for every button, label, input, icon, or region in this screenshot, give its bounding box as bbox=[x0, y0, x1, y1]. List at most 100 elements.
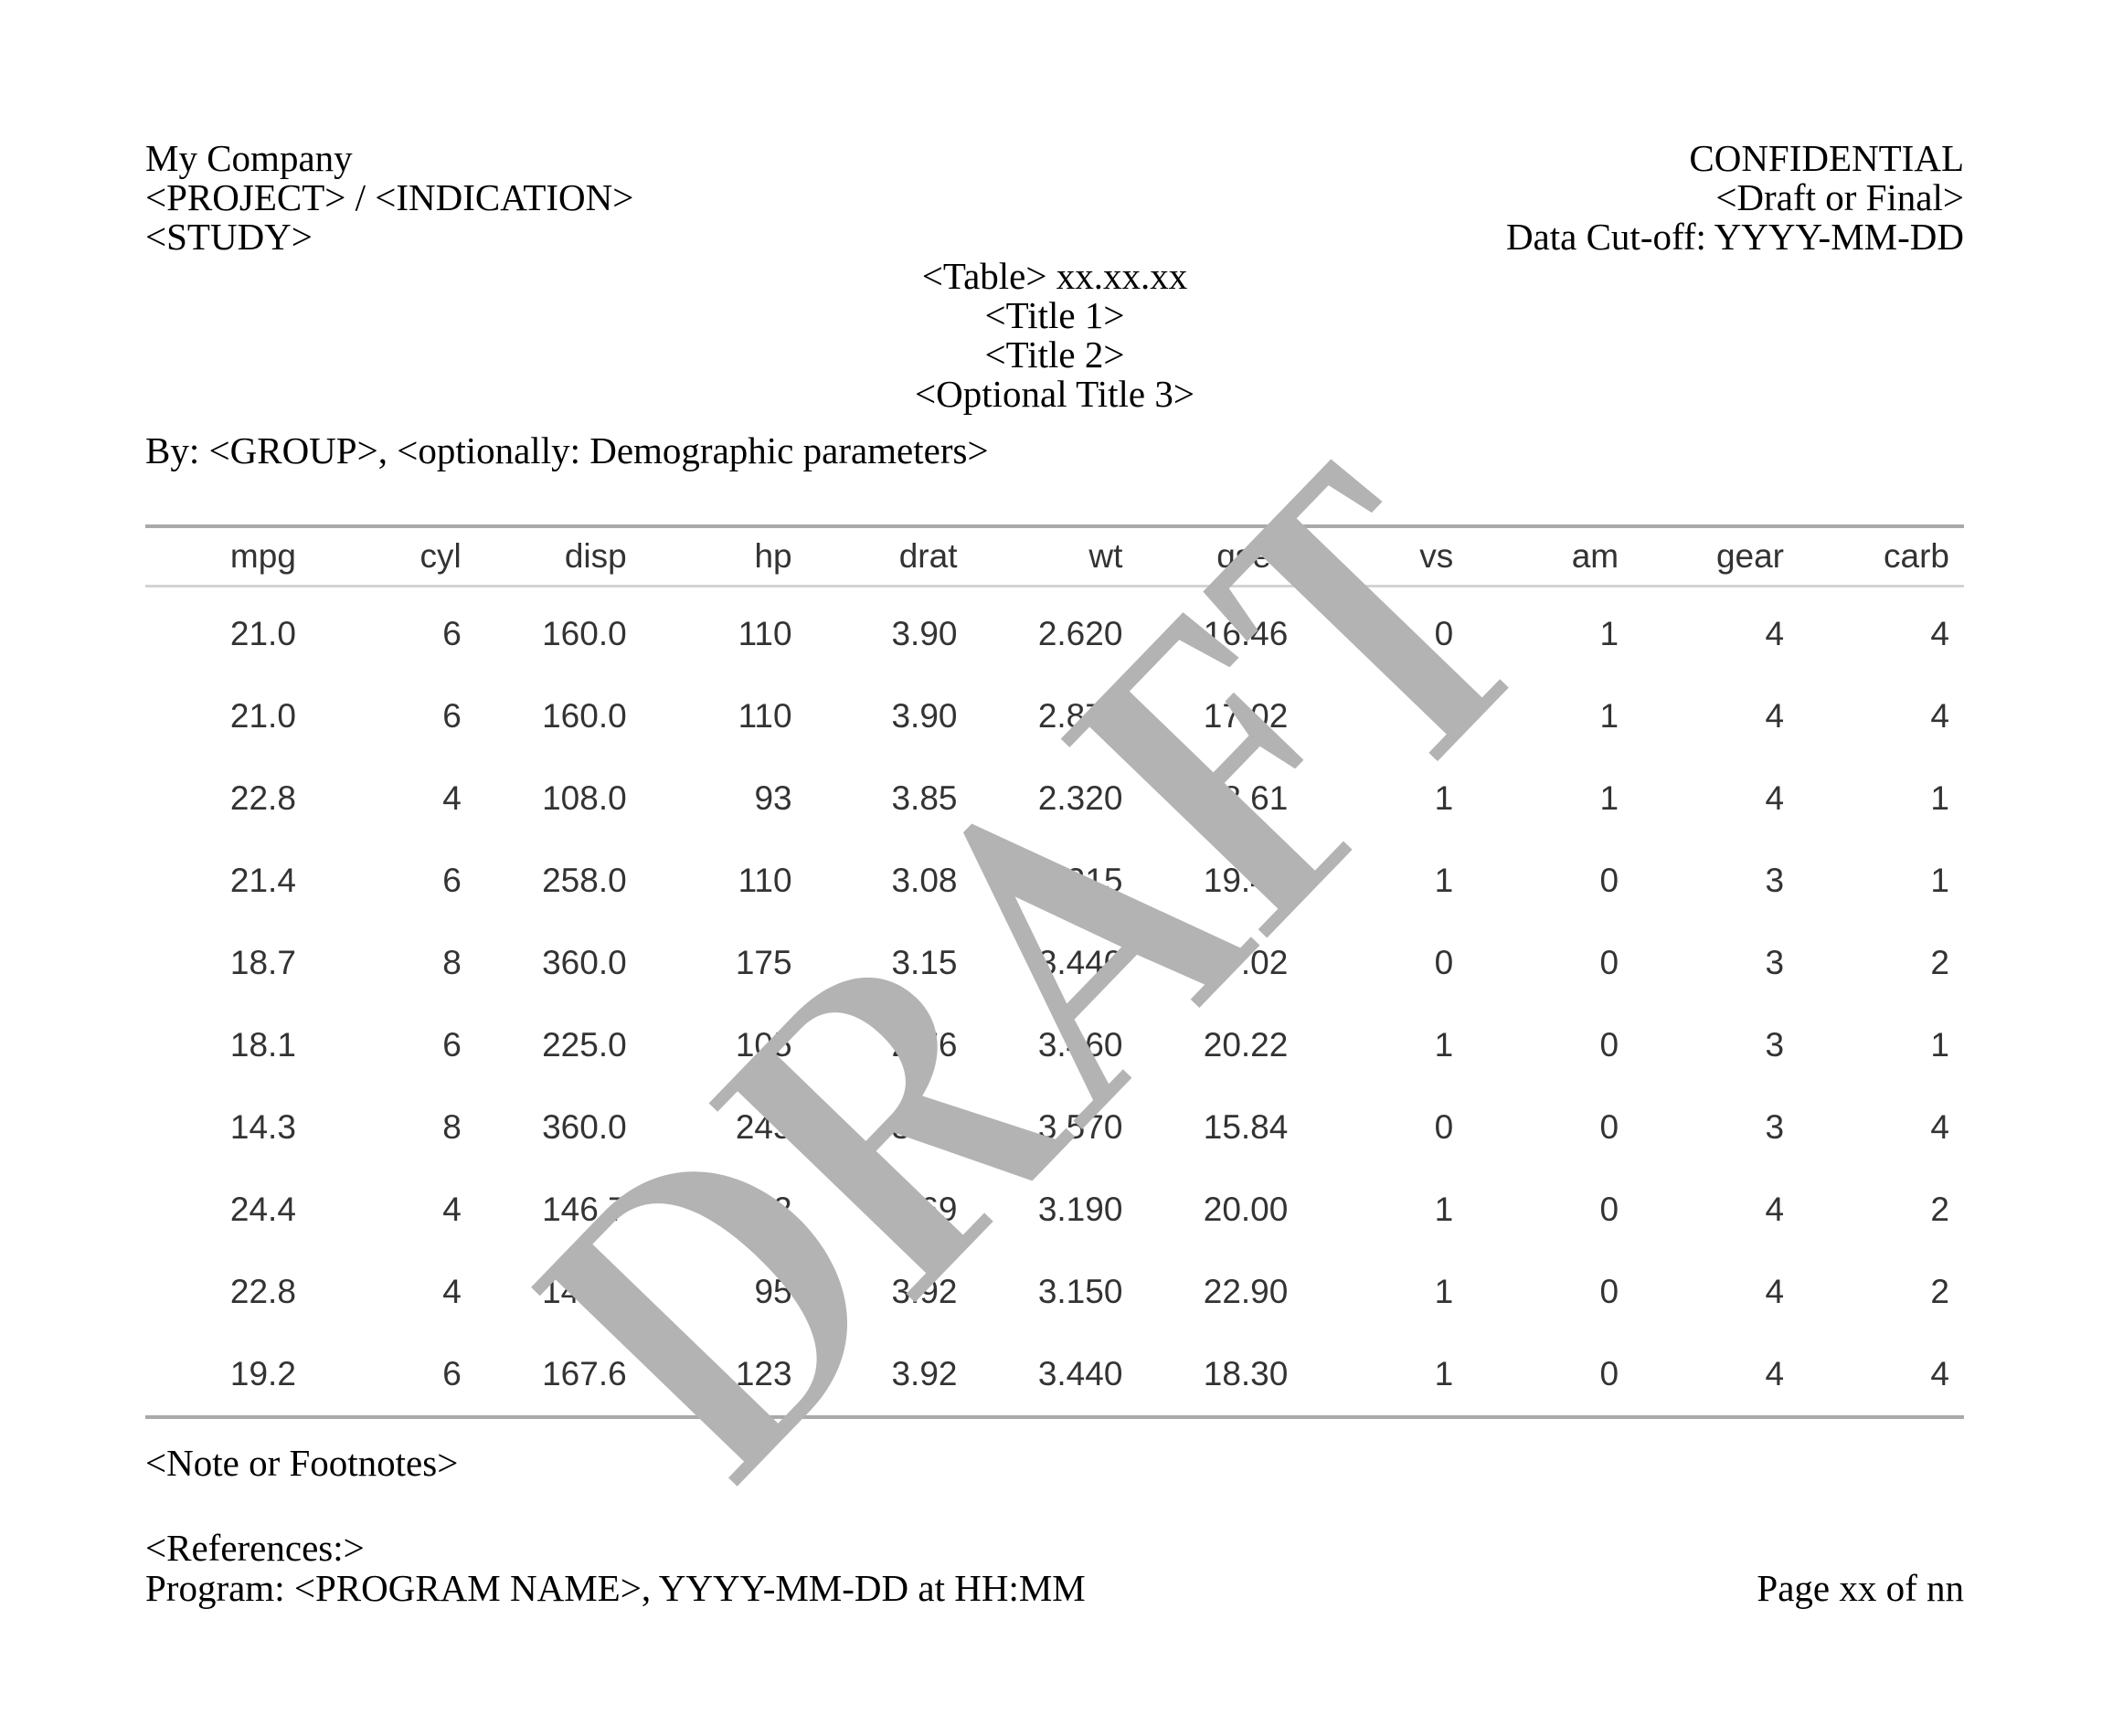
cell-qsec: 15.84 bbox=[1203, 1108, 1289, 1146]
cell-mpg: 18.7 bbox=[229, 944, 296, 981]
cell-cyl: 8 bbox=[442, 1108, 462, 1146]
cell-hp: 123 bbox=[735, 1355, 792, 1392]
program-info: Program: <PROGRAM NAME>, YYYY-MM-DD at H… bbox=[145, 1567, 1086, 1609]
header-left: My Company <PROJECT> / <INDICATION> <STU… bbox=[145, 139, 633, 257]
cell-vs: 0 bbox=[1434, 697, 1454, 735]
data-table: mpg cyl disp hp drat wt qsec vs am gear carb 21.0 6… bbox=[145, 524, 1964, 1419]
table-row: 18.1 6 225.0 105 2.76 3.460 20.22 1 0 3 1 bbox=[145, 1004, 1964, 1086]
cell-carb: 1 bbox=[1930, 862, 1949, 899]
cell-mpg: 24.4 bbox=[229, 1191, 296, 1228]
column-header-drat: drat bbox=[898, 537, 958, 575]
cell-disp: 140.8 bbox=[542, 1273, 627, 1310]
cell-carb: 4 bbox=[1930, 697, 1949, 735]
cell-mpg: 18.1 bbox=[229, 1026, 296, 1064]
cell-drat: 3.92 bbox=[891, 1355, 958, 1392]
cell-am: 1 bbox=[1599, 697, 1619, 735]
cell-gear: 3 bbox=[1765, 1026, 1785, 1064]
draft-status: <Draft or Final> bbox=[1715, 176, 1964, 218]
cell-carb: 2 bbox=[1930, 1273, 1949, 1310]
cell-disp: 360.0 bbox=[542, 1108, 627, 1146]
cell-qsec: 20.22 bbox=[1203, 1026, 1289, 1064]
cell-cyl: 6 bbox=[442, 615, 462, 652]
cell-drat: 3.21 bbox=[891, 1108, 958, 1146]
cell-vs: 1 bbox=[1434, 1273, 1454, 1310]
cell-cyl: 4 bbox=[442, 1273, 462, 1310]
cell-vs: 0 bbox=[1434, 1108, 1454, 1146]
cell-mpg: 14.3 bbox=[229, 1108, 296, 1146]
table-row: 22.8 4 140.8 95 3.92 3.150 22.90 1 0 4 2 bbox=[145, 1251, 1964, 1333]
cell-disp: 160.0 bbox=[542, 615, 627, 652]
cell-wt: 3.440 bbox=[1037, 944, 1123, 981]
cell-vs: 1 bbox=[1434, 862, 1454, 899]
cell-disp: 160.0 bbox=[542, 697, 627, 735]
cell-qsec: 18.61 bbox=[1203, 779, 1289, 817]
column-header-hp: hp bbox=[754, 537, 792, 575]
cell-drat: 3.69 bbox=[891, 1191, 958, 1228]
project-indication: <PROJECT> / <INDICATION> bbox=[145, 176, 634, 218]
cell-hp: 105 bbox=[735, 1026, 792, 1064]
cell-qsec: 16.46 bbox=[1203, 615, 1289, 652]
cell-carb: 2 bbox=[1930, 1191, 1949, 1228]
cell-hp: 110 bbox=[738, 615, 792, 652]
confidentiality: CONFIDENTIAL bbox=[1689, 137, 1964, 179]
cell-mpg: 21.0 bbox=[229, 615, 296, 652]
column-header-wt: wt bbox=[1088, 537, 1123, 575]
table-row: 21.0 6 160.0 110 3.90 2.875 17.02 0 1 4 4 bbox=[145, 675, 1964, 757]
cell-disp: 258.0 bbox=[542, 862, 627, 899]
column-header-am: am bbox=[1571, 537, 1619, 575]
cell-am: 0 bbox=[1599, 1273, 1619, 1310]
data-cutoff: Data Cut-off: YYYY-MM-DD bbox=[1505, 216, 1964, 258]
cell-hp: 62 bbox=[754, 1191, 792, 1228]
page-number: Page xx of nn bbox=[1757, 1567, 1964, 1609]
cell-wt: 3.190 bbox=[1037, 1191, 1123, 1228]
cell-cyl: 6 bbox=[442, 1026, 462, 1064]
table-row: 19.2 6 167.6 123 3.92 3.440 18.30 1 0 4 4 bbox=[145, 1333, 1964, 1417]
cell-am: 0 bbox=[1599, 862, 1619, 899]
cell-qsec: 19.44 bbox=[1203, 862, 1289, 899]
cell-mpg: 21.0 bbox=[229, 697, 296, 735]
cell-mpg: 21.4 bbox=[229, 862, 296, 899]
title-block: <Table> xx.xx.xx <Title 1> <Title 2> <Op… bbox=[768, 257, 1342, 414]
cell-hp: 110 bbox=[738, 862, 792, 899]
column-header-carb: carb bbox=[1884, 537, 1949, 575]
cell-wt: 3.150 bbox=[1037, 1273, 1123, 1310]
cell-vs: 0 bbox=[1434, 944, 1454, 981]
cell-gear: 4 bbox=[1765, 697, 1785, 735]
title-1: <Title 1> bbox=[984, 294, 1125, 336]
cell-am: 0 bbox=[1599, 944, 1619, 981]
cell-gear: 4 bbox=[1765, 615, 1785, 652]
cell-carb: 2 bbox=[1930, 944, 1949, 981]
cell-carb: 4 bbox=[1930, 1355, 1949, 1392]
cell-disp: 225.0 bbox=[542, 1026, 627, 1064]
cell-vs: 1 bbox=[1434, 1026, 1454, 1064]
cell-gear: 4 bbox=[1765, 1191, 1785, 1228]
title-2: <Title 2> bbox=[984, 333, 1125, 376]
cell-wt: 3.215 bbox=[1037, 862, 1123, 899]
cell-drat: 2.76 bbox=[891, 1026, 958, 1064]
cell-carb: 4 bbox=[1930, 615, 1949, 652]
cell-qsec: 17.02 bbox=[1203, 697, 1289, 735]
cell-gear: 4 bbox=[1765, 779, 1785, 817]
cell-vs: 1 bbox=[1434, 779, 1454, 817]
table-row: 24.4 4 146.7 62 3.69 3.190 20.00 1 0 4 2 bbox=[145, 1169, 1964, 1251]
cell-cyl: 6 bbox=[442, 1355, 462, 1392]
cell-drat: 3.90 bbox=[891, 697, 958, 735]
cell-qsec: 17.02 bbox=[1203, 944, 1289, 981]
cell-qsec: 18.30 bbox=[1203, 1355, 1289, 1392]
cell-hp: 95 bbox=[754, 1273, 792, 1310]
table-number: <Table> xx.xx.xx bbox=[921, 255, 1188, 297]
title-3: <Optional Title 3> bbox=[915, 373, 1194, 415]
cell-cyl: 6 bbox=[442, 697, 462, 735]
references: <References:> bbox=[145, 1527, 365, 1569]
table-row: 18.7 8 360.0 175 3.15 3.440 17.02 0 0 3 2 bbox=[145, 922, 1964, 1004]
cell-hp: 110 bbox=[738, 697, 792, 735]
by-group-line: By: <GROUP>, <optionally: Demographic pa… bbox=[145, 429, 989, 471]
cell-gear: 3 bbox=[1765, 1108, 1785, 1146]
cell-drat: 3.92 bbox=[891, 1273, 958, 1310]
cell-drat: 3.90 bbox=[891, 615, 958, 652]
column-header-cyl: cyl bbox=[419, 537, 462, 575]
cell-gear: 3 bbox=[1765, 862, 1785, 899]
cell-am: 0 bbox=[1599, 1108, 1619, 1146]
cell-qsec: 22.90 bbox=[1203, 1273, 1289, 1310]
footnote: <Note or Footnotes> bbox=[145, 1442, 459, 1484]
